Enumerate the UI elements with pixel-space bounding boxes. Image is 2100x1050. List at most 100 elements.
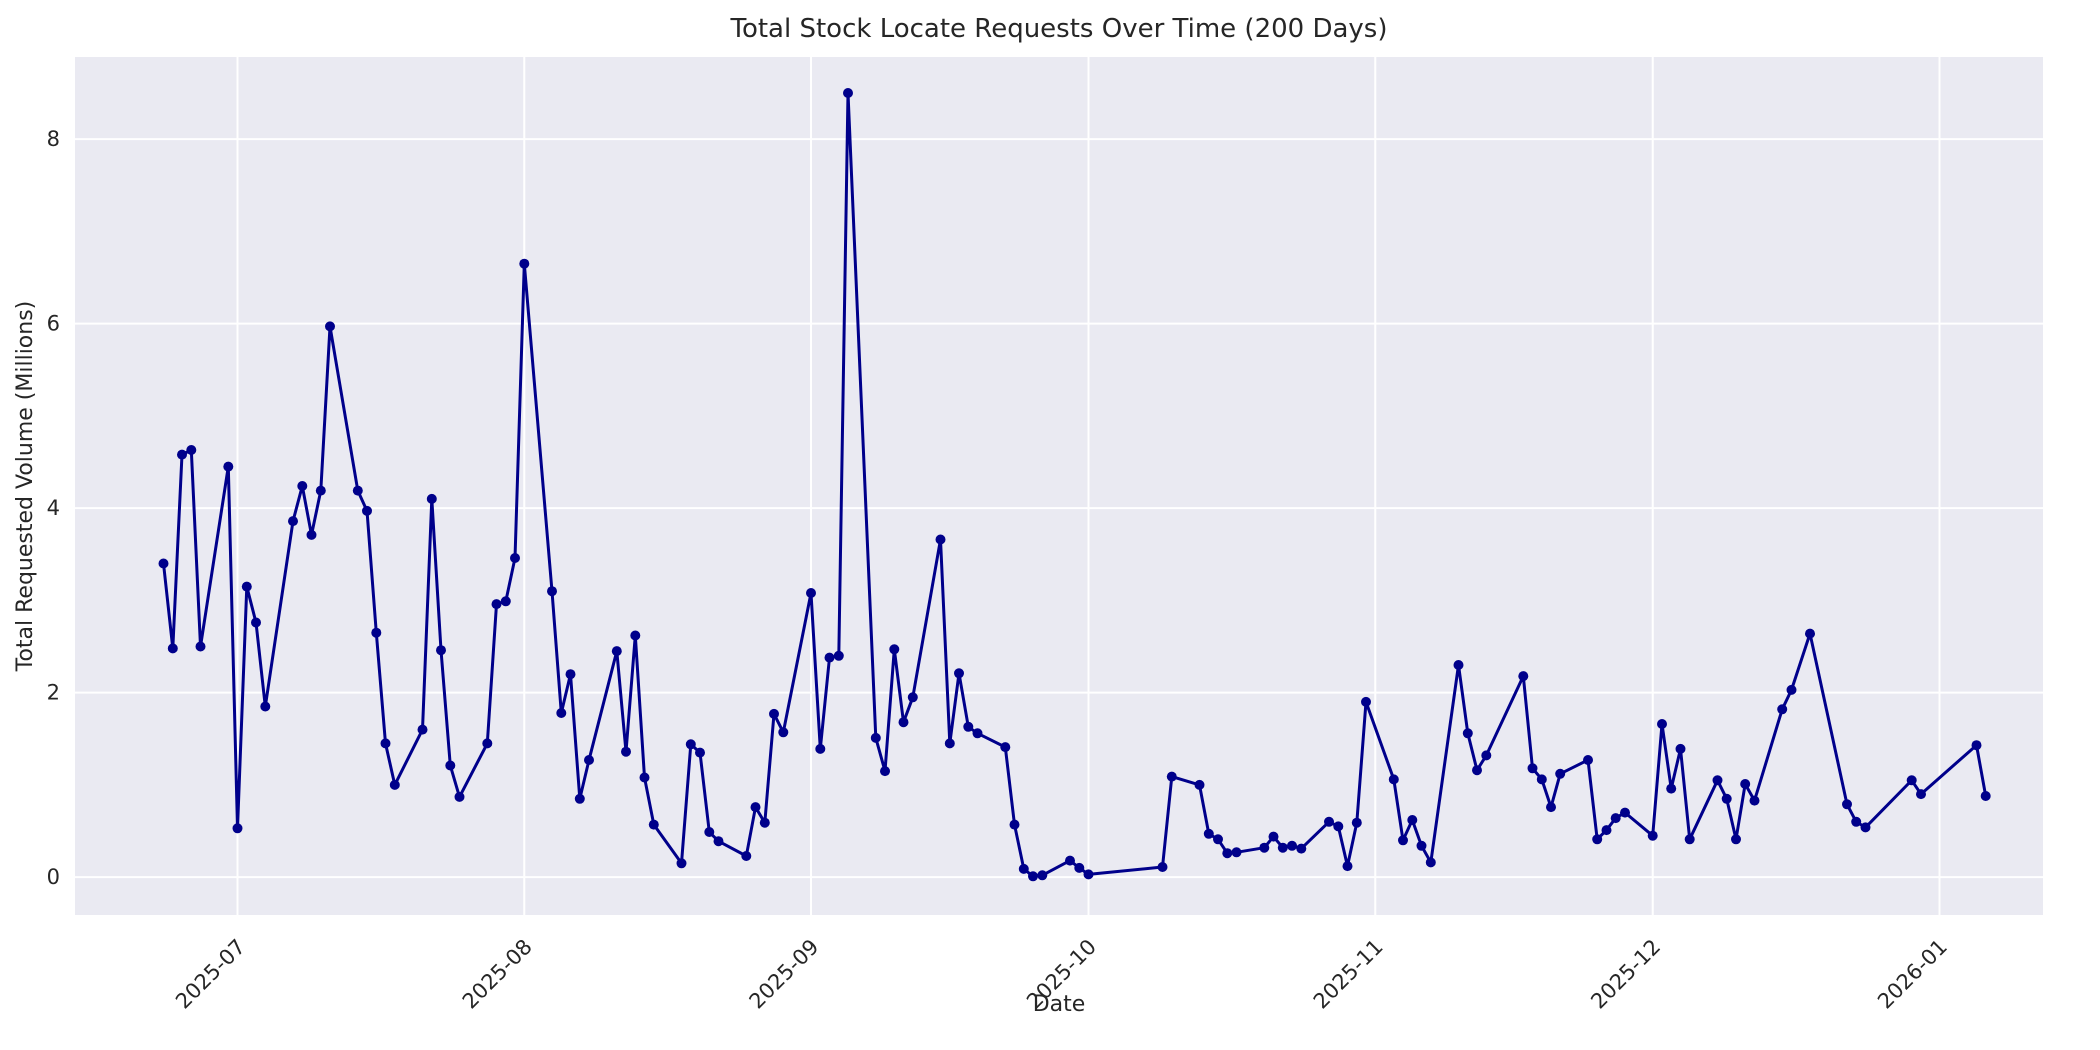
data-point: [1296, 843, 1307, 854]
data-point: [1018, 863, 1029, 874]
data-point: [158, 558, 169, 569]
data-point: [510, 553, 520, 563]
data-point: [241, 581, 252, 592]
data-point: [1721, 793, 1732, 804]
data-point: [833, 650, 844, 661]
data-point: [232, 823, 243, 834]
data-point: [306, 529, 317, 540]
data-point: [445, 760, 456, 771]
data-point: [769, 708, 779, 719]
data-point: [1083, 869, 1094, 880]
x-tick-label: 2025-08: [458, 935, 537, 1014]
gridlines: [75, 57, 2043, 915]
data-point: [195, 641, 206, 652]
data-point: [584, 755, 594, 765]
data-point: [380, 738, 391, 749]
data-point: [426, 493, 437, 504]
data-point: [907, 692, 918, 703]
data-series: [158, 88, 1991, 882]
data-point: [1157, 862, 1168, 872]
data-point: [482, 738, 493, 749]
data-point: [1786, 684, 1797, 695]
data-point: [1074, 862, 1085, 873]
data-point: [1647, 830, 1658, 841]
data-point: [1518, 671, 1529, 682]
x-tick-label: 2026-01: [1873, 935, 1952, 1014]
data-point: [565, 669, 576, 680]
x-tick-label: 2025-07: [171, 935, 250, 1014]
data-point: [1749, 795, 1760, 806]
data-point: [371, 627, 382, 638]
data-point: [1657, 719, 1667, 729]
data-point: [1388, 774, 1399, 785]
data-point: [759, 817, 770, 828]
data-point: [325, 321, 335, 332]
data-point: [1527, 763, 1538, 774]
data-point: [880, 766, 890, 777]
data-point: [870, 732, 881, 743]
data-point: [1971, 740, 1982, 751]
data-point: [1583, 755, 1593, 765]
data-point: [676, 858, 687, 869]
data-point: [843, 88, 853, 98]
data-point: [1407, 815, 1418, 825]
data-point: [630, 630, 641, 641]
data-point: [1203, 828, 1214, 839]
data-point: [1731, 834, 1741, 845]
data-point: [1666, 783, 1677, 794]
data-point: [1684, 834, 1695, 845]
data-point: [1000, 742, 1011, 753]
data-point: [1287, 840, 1297, 851]
data-point: [519, 258, 530, 269]
data-point: [167, 643, 178, 654]
data-point: [389, 779, 400, 790]
data-point: [1194, 779, 1205, 790]
data-point: [1592, 834, 1603, 845]
data-point: [1620, 807, 1630, 818]
data-point: [611, 646, 622, 657]
data-point: [1740, 779, 1751, 789]
data-point: [704, 827, 715, 837]
x-tick-label: 2025-11: [1309, 935, 1388, 1014]
data-point: [1065, 855, 1075, 866]
data-point: [1268, 831, 1279, 842]
data-point: [1037, 870, 1048, 881]
data-point: [621, 746, 631, 757]
data-point: [806, 588, 816, 598]
data-point: [695, 747, 705, 758]
chart-title: Total Stock Locate Requests Over Time (2…: [729, 14, 1387, 44]
data-point: [713, 836, 724, 847]
x-tick-label: 2025-12: [1586, 935, 1665, 1014]
data-point: [352, 485, 363, 496]
data-point: [889, 644, 900, 655]
y-tick-label: 6: [47, 312, 60, 336]
data-point: [1342, 861, 1353, 872]
data-point: [1555, 768, 1566, 779]
data-point: [1601, 825, 1612, 836]
data-point: [778, 727, 789, 738]
data-point: [1980, 791, 1991, 801]
data-point: [260, 701, 271, 712]
data-point: [1425, 857, 1436, 868]
data-point: [1712, 775, 1723, 786]
data-point: [417, 724, 428, 735]
data-point: [436, 645, 446, 656]
y-tick-label: 4: [47, 496, 60, 520]
data-point: [556, 708, 567, 718]
data-point: [944, 738, 955, 749]
data-point: [1028, 871, 1038, 882]
data-point: [1481, 750, 1492, 761]
data-point: [824, 652, 835, 663]
data-point: [954, 668, 964, 679]
data-point: [1333, 821, 1344, 832]
data-point: [1777, 704, 1788, 715]
data-point: [186, 445, 197, 455]
data-point: [639, 772, 650, 783]
data-point: [750, 802, 761, 813]
data-point: [815, 743, 826, 754]
data-point: [1675, 743, 1686, 754]
data-point: [935, 534, 946, 545]
data-point: [1472, 765, 1482, 776]
